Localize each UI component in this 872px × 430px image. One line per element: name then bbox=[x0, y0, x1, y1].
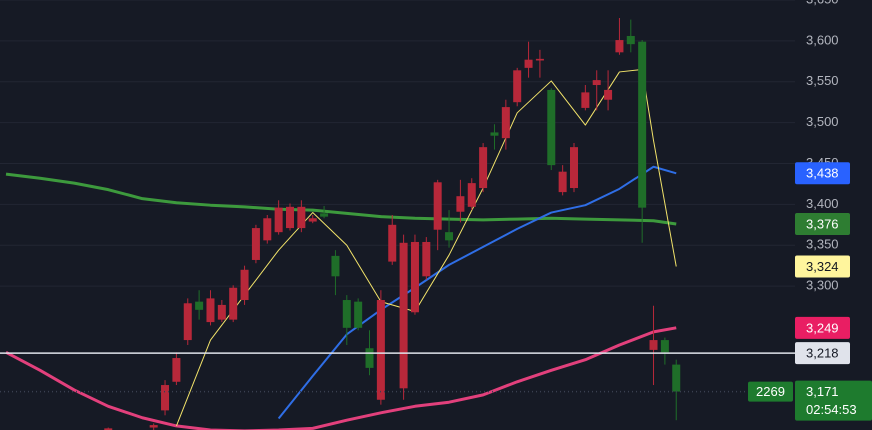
candle-body bbox=[456, 196, 465, 212]
candle-body bbox=[604, 89, 613, 100]
y-tick-label: 3,350 bbox=[806, 237, 839, 252]
candle-body bbox=[240, 269, 249, 301]
candle-body bbox=[331, 255, 340, 277]
candle-body bbox=[558, 171, 567, 193]
grid bbox=[0, 0, 795, 287]
price-badge-label: 3,218 bbox=[806, 346, 839, 361]
price-badge bbox=[795, 255, 850, 278]
candle-body bbox=[467, 183, 476, 207]
price-badges: 3,438 3,376 3,324 3,249 3,218 3,171 02:54:53 22… bbox=[0, 162, 872, 421]
candle-body bbox=[638, 41, 647, 208]
candle-body bbox=[547, 89, 556, 166]
price-badge bbox=[795, 316, 850, 339]
ma-line bbox=[175, 68, 677, 427]
candle-body bbox=[570, 147, 578, 189]
candle-body bbox=[479, 147, 488, 189]
candle-body bbox=[172, 358, 181, 382]
price-badge-label: 3,324 bbox=[806, 259, 839, 274]
price-badge bbox=[795, 342, 850, 365]
candle-body bbox=[308, 218, 317, 222]
candle-body bbox=[615, 40, 624, 53]
price-badge-label: 3,376 bbox=[806, 216, 839, 231]
candle-body bbox=[513, 70, 522, 103]
candle-body bbox=[410, 241, 419, 313]
candle-body bbox=[149, 425, 158, 428]
candle-body bbox=[649, 340, 658, 350]
candle-body bbox=[183, 303, 192, 341]
price-badge bbox=[795, 380, 872, 421]
candle-body bbox=[274, 207, 283, 233]
candle-body bbox=[433, 182, 442, 230]
y-tick-label: 3,600 bbox=[806, 32, 839, 47]
candle-body bbox=[524, 59, 533, 68]
candle-body bbox=[217, 304, 226, 320]
candle-body bbox=[660, 340, 669, 353]
moving-averages bbox=[5, 68, 677, 430]
candle-body bbox=[229, 287, 238, 320]
candle-body bbox=[161, 385, 170, 411]
candle-body bbox=[399, 242, 408, 389]
y-tick-label: 3,300 bbox=[806, 278, 839, 293]
candle-body bbox=[320, 213, 329, 217]
candle-body bbox=[422, 241, 431, 277]
price-badge bbox=[795, 212, 850, 235]
candles bbox=[104, 17, 681, 430]
candle-body bbox=[388, 224, 397, 262]
candle-body bbox=[286, 206, 294, 229]
price-badge-label: 3,438 bbox=[806, 166, 839, 181]
candle-body bbox=[297, 206, 306, 229]
candle-body bbox=[592, 80, 601, 86]
candle-body bbox=[354, 301, 363, 328]
tag-badge bbox=[748, 381, 793, 402]
candle-body bbox=[501, 107, 510, 139]
price-badge-label: 3,171 bbox=[806, 384, 839, 399]
candle-body bbox=[626, 35, 635, 45]
candle-body bbox=[376, 300, 385, 400]
candle-body bbox=[104, 428, 113, 430]
y-tick-label: 3,400 bbox=[806, 196, 839, 211]
ma-line bbox=[5, 326, 677, 430]
candle-body bbox=[445, 232, 454, 241]
candle-body bbox=[490, 132, 499, 136]
price-badge-label: 3,249 bbox=[806, 320, 839, 335]
candle-body bbox=[672, 364, 681, 392]
ma-line bbox=[5, 172, 677, 226]
candle-body bbox=[365, 348, 374, 368]
y-tick-label: 3,650 bbox=[806, 0, 839, 6]
candle-body bbox=[251, 228, 260, 260]
candle-body bbox=[195, 301, 204, 310]
candle-body bbox=[263, 218, 272, 241]
candle-body bbox=[535, 58, 544, 61]
y-tick-label: 3,550 bbox=[806, 73, 839, 88]
tag-label: 2269 bbox=[756, 384, 785, 399]
candle-body bbox=[206, 298, 215, 323]
candle-body bbox=[581, 92, 590, 108]
y-tick-label: 3,500 bbox=[806, 114, 839, 129]
countdown-label: 02:54:53 bbox=[806, 402, 857, 417]
candle-body bbox=[342, 300, 351, 328]
price-badge bbox=[795, 162, 850, 185]
